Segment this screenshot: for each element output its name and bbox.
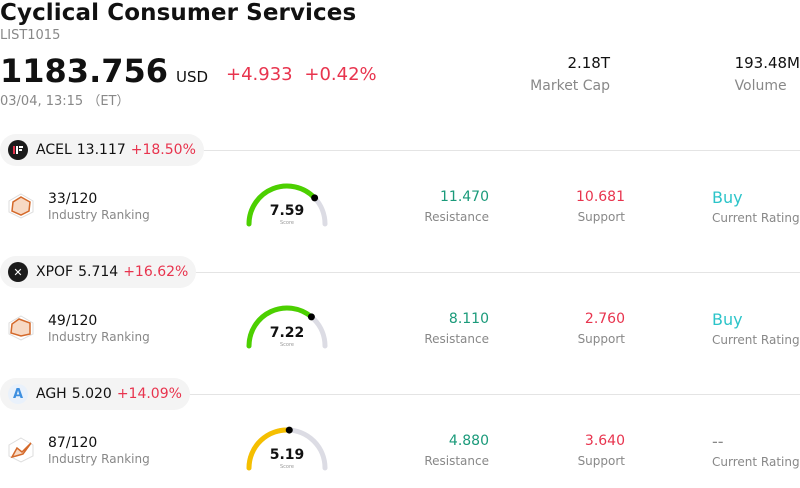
gauge-fill <box>246 305 314 349</box>
volume-stat: 193.48M Volume <box>735 54 800 94</box>
xpof-logo-icon: ✕ <box>8 262 28 282</box>
index-code: LIST1015 <box>0 28 61 43</box>
rating-block: Buy Current Rating <box>712 188 800 225</box>
resistance-block: 4.880 Resistance <box>400 433 489 468</box>
stock-price: 5.714 <box>78 264 119 280</box>
stock-chip-agh[interactable]: A AGH 5.020 +14.09% <box>0 378 190 410</box>
resistance-value: 8.110 <box>448 311 489 327</box>
ranking-radar-icon <box>8 437 34 463</box>
change-absolute: +4.933 <box>226 64 293 85</box>
resistance-label: Resistance <box>424 454 489 468</box>
industry-rank-label: Industry Ranking <box>48 330 150 344</box>
current-rating-label: Current Rating <box>712 211 800 225</box>
agh-logo-icon: A <box>8 384 28 404</box>
gauge-fill <box>246 183 318 227</box>
change-percent: +0.42% <box>304 64 377 85</box>
resistance-value: 4.880 <box>448 433 489 449</box>
score-value: 7.22 <box>270 325 305 341</box>
market-cap-value: 2.18T <box>567 54 610 72</box>
rating-block: -- Current Rating <box>712 432 800 469</box>
current-rating-label: Current Rating <box>712 333 800 347</box>
score-label: Score <box>280 464 294 470</box>
price-change: +4.933 +0.42% <box>226 64 377 85</box>
support-value: 10.681 <box>576 189 625 205</box>
score-gauge: 7.22 Score <box>246 305 328 349</box>
row-divider <box>196 150 800 151</box>
market-cap-label: Market Cap <box>530 78 610 94</box>
support-block: 3.640 Support <box>550 433 625 468</box>
support-value: 3.640 <box>584 433 625 449</box>
volume-label: Volume <box>734 78 787 94</box>
stock-ticker: AGH <box>36 386 67 402</box>
ranking-radar-icon <box>8 315 34 341</box>
resistance-block: 11.470 Resistance <box>400 189 489 224</box>
index-price: 1183.756 <box>0 52 169 90</box>
stock-ticker: XPOF <box>36 264 74 280</box>
current-rating-value[interactable]: -- <box>712 432 724 451</box>
resistance-value: 11.470 <box>440 189 489 205</box>
score-label: Score <box>280 342 294 348</box>
support-label: Support <box>577 210 625 224</box>
row-divider <box>188 272 800 273</box>
volume-value: 193.48M <box>734 54 800 72</box>
current-rating-value[interactable]: Buy <box>712 310 743 329</box>
stock-price: 13.117 <box>76 142 126 158</box>
stock-change: +18.50% <box>130 142 196 158</box>
gauge-fill <box>246 427 292 471</box>
score-value: 7.59 <box>270 203 305 219</box>
stock-price: 5.020 <box>71 386 112 402</box>
market-cap-stat: 2.18T Market Cap <box>530 54 610 94</box>
stock-chip-acel[interactable]: ACEL 13.117 +18.50% <box>0 134 204 166</box>
acel-logo-icon <box>8 140 28 160</box>
stock-ticker: ACEL <box>36 142 72 158</box>
stock-change: +16.62% <box>123 264 189 280</box>
resistance-label: Resistance <box>424 332 489 346</box>
resistance-label: Resistance <box>424 210 489 224</box>
score-gauge: 7.59 Score <box>246 183 328 227</box>
support-block: 10.681 Support <box>550 189 625 224</box>
current-rating-value[interactable]: Buy <box>712 188 743 207</box>
stock-change: +14.09% <box>116 386 182 402</box>
score-gauge: 5.19 Score <box>246 426 328 471</box>
gauge-dot <box>307 313 315 321</box>
gauge-dot <box>285 426 293 434</box>
currency-label: USD <box>176 68 209 86</box>
current-rating-label: Current Rating <box>712 455 800 469</box>
stock-chip-xpof[interactable]: ✕ XPOF 5.714 +16.62% <box>0 256 197 288</box>
industry-rank-value: 33/120 <box>48 191 98 207</box>
timestamp: 03/04, 13:15 （ET） <box>0 94 130 109</box>
ranking-radar-icon <box>8 193 34 219</box>
support-value: 2.760 <box>584 311 625 327</box>
support-label: Support <box>577 454 625 468</box>
industry-rank-label: Industry Ranking <box>48 208 150 222</box>
support-block: 2.760 Support <box>550 311 625 346</box>
row-divider <box>186 394 800 395</box>
rating-block: Buy Current Rating <box>712 310 800 347</box>
support-label: Support <box>577 332 625 346</box>
resistance-block: 8.110 Resistance <box>400 311 489 346</box>
page-title: Cyclical Consumer Services <box>0 0 357 26</box>
score-label: Score <box>280 220 294 226</box>
industry-rank-value: 49/120 <box>48 313 98 329</box>
score-value: 5.19 <box>270 447 305 463</box>
industry-rank-value: 87/120 <box>48 435 98 451</box>
industry-rank-label: Industry Ranking <box>48 452 150 466</box>
gauge-dot <box>311 194 319 202</box>
